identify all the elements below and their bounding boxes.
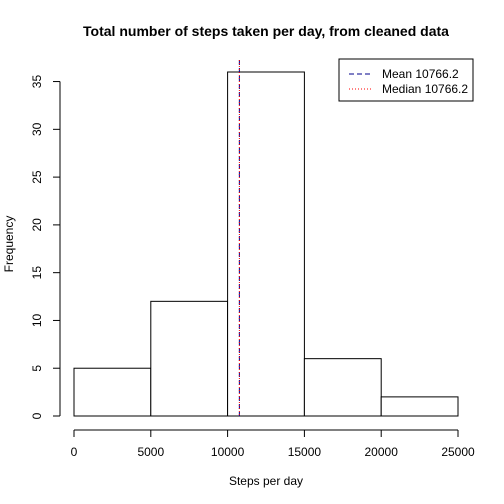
- y-tick-label-0: 0: [30, 412, 44, 419]
- x-tick-label-5: 25000: [441, 445, 475, 459]
- y-tick-label-4: 20: [30, 218, 44, 232]
- x-tick-label-0: 0: [71, 445, 78, 459]
- x-tick-label-4: 20000: [365, 445, 399, 459]
- y-tick-label-7: 35: [30, 75, 44, 89]
- histogram-bar-0: [74, 368, 151, 416]
- x-tick-label-1: 5000: [137, 445, 164, 459]
- histogram-bar-1: [151, 301, 228, 416]
- x-tick-label-3: 15000: [288, 445, 322, 459]
- y-tick-label-3: 15: [30, 266, 44, 280]
- legend-label-0: Mean 10766.2: [382, 67, 459, 81]
- y-axis-label: Frequency: [2, 216, 16, 273]
- x-tick-label-2: 10000: [211, 445, 245, 459]
- histogram-bar-3: [304, 359, 381, 416]
- x-axis-label: Steps per day: [229, 474, 303, 488]
- y-tick-label-1: 5: [30, 365, 44, 372]
- y-tick-label-5: 25: [30, 170, 44, 184]
- histogram-bar-4: [381, 397, 458, 416]
- legend-label-1: Median 10766.2: [382, 82, 468, 96]
- y-tick-label-2: 10: [30, 313, 44, 327]
- y-tick-label-6: 30: [30, 122, 44, 136]
- chart-title: Total number of steps taken per day, fro…: [83, 23, 449, 39]
